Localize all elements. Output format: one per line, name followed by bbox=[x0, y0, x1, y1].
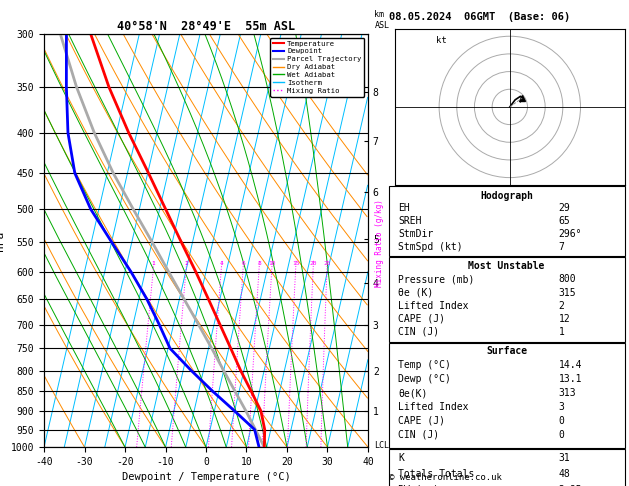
Text: 15: 15 bbox=[292, 261, 299, 266]
Title: 40°58'N  28°49'E  55m ASL: 40°58'N 28°49'E 55m ASL bbox=[117, 20, 295, 33]
Text: 6: 6 bbox=[242, 261, 245, 266]
Text: 4: 4 bbox=[220, 261, 223, 266]
Text: 12: 12 bbox=[559, 313, 571, 324]
Text: Pressure (mb): Pressure (mb) bbox=[398, 275, 474, 284]
Text: 2: 2 bbox=[184, 261, 188, 266]
Text: 08.05.2024  06GMT  (Base: 06): 08.05.2024 06GMT (Base: 06) bbox=[389, 12, 570, 22]
Text: LCL: LCL bbox=[374, 441, 389, 450]
Text: 0: 0 bbox=[559, 416, 564, 426]
Text: 25: 25 bbox=[323, 261, 331, 266]
Text: CIN (J): CIN (J) bbox=[398, 430, 439, 440]
Text: kt: kt bbox=[435, 36, 447, 45]
Text: Surface: Surface bbox=[486, 346, 527, 356]
Text: SREH: SREH bbox=[398, 216, 421, 226]
Text: 315: 315 bbox=[559, 288, 576, 297]
Text: PW (cm): PW (cm) bbox=[398, 485, 439, 486]
Text: CIN (J): CIN (J) bbox=[398, 327, 439, 337]
Text: 0: 0 bbox=[559, 430, 564, 440]
Text: 29: 29 bbox=[559, 204, 571, 213]
Text: 1: 1 bbox=[559, 327, 564, 337]
Text: CAPE (J): CAPE (J) bbox=[398, 313, 445, 324]
Text: K: K bbox=[398, 453, 404, 463]
Text: Hodograph: Hodograph bbox=[480, 191, 533, 201]
Text: 7: 7 bbox=[559, 242, 564, 252]
Text: Lifted Index: Lifted Index bbox=[398, 301, 469, 311]
Text: 800: 800 bbox=[559, 275, 576, 284]
Text: 3: 3 bbox=[559, 402, 564, 412]
Text: 1: 1 bbox=[152, 261, 155, 266]
Text: Totals Totals: Totals Totals bbox=[398, 469, 474, 479]
Text: Mixing Ratio (g/kg): Mixing Ratio (g/kg) bbox=[375, 199, 384, 287]
Text: © weatheronline.co.uk: © weatheronline.co.uk bbox=[389, 473, 501, 482]
Text: θe (K): θe (K) bbox=[398, 288, 433, 297]
Text: 2: 2 bbox=[559, 301, 564, 311]
Text: Temp (°C): Temp (°C) bbox=[398, 360, 451, 370]
Text: 14.4: 14.4 bbox=[559, 360, 582, 370]
Text: CAPE (J): CAPE (J) bbox=[398, 416, 445, 426]
Text: 48: 48 bbox=[559, 469, 571, 479]
Text: 2.85: 2.85 bbox=[559, 485, 582, 486]
Text: θe(K): θe(K) bbox=[398, 388, 428, 398]
Text: StmDir: StmDir bbox=[398, 229, 433, 239]
Text: km
ASL: km ASL bbox=[374, 11, 389, 30]
Text: Lifted Index: Lifted Index bbox=[398, 402, 469, 412]
Text: StmSpd (kt): StmSpd (kt) bbox=[398, 242, 463, 252]
Text: EH: EH bbox=[398, 204, 410, 213]
Text: Most Unstable: Most Unstable bbox=[469, 261, 545, 271]
Legend: Temperature, Dewpoint, Parcel Trajectory, Dry Adiabat, Wet Adiabat, Isotherm, Mi: Temperature, Dewpoint, Parcel Trajectory… bbox=[270, 37, 364, 97]
Text: 13.1: 13.1 bbox=[559, 374, 582, 384]
Text: Dewp (°C): Dewp (°C) bbox=[398, 374, 451, 384]
Text: 31: 31 bbox=[559, 453, 571, 463]
Text: 20: 20 bbox=[309, 261, 317, 266]
Text: 65: 65 bbox=[559, 216, 571, 226]
X-axis label: Dewpoint / Temperature (°C): Dewpoint / Temperature (°C) bbox=[121, 472, 291, 483]
Text: 10: 10 bbox=[268, 261, 276, 266]
Y-axis label: hPa: hPa bbox=[0, 230, 5, 251]
Text: 313: 313 bbox=[559, 388, 576, 398]
Text: 296°: 296° bbox=[559, 229, 582, 239]
Text: 8: 8 bbox=[257, 261, 261, 266]
